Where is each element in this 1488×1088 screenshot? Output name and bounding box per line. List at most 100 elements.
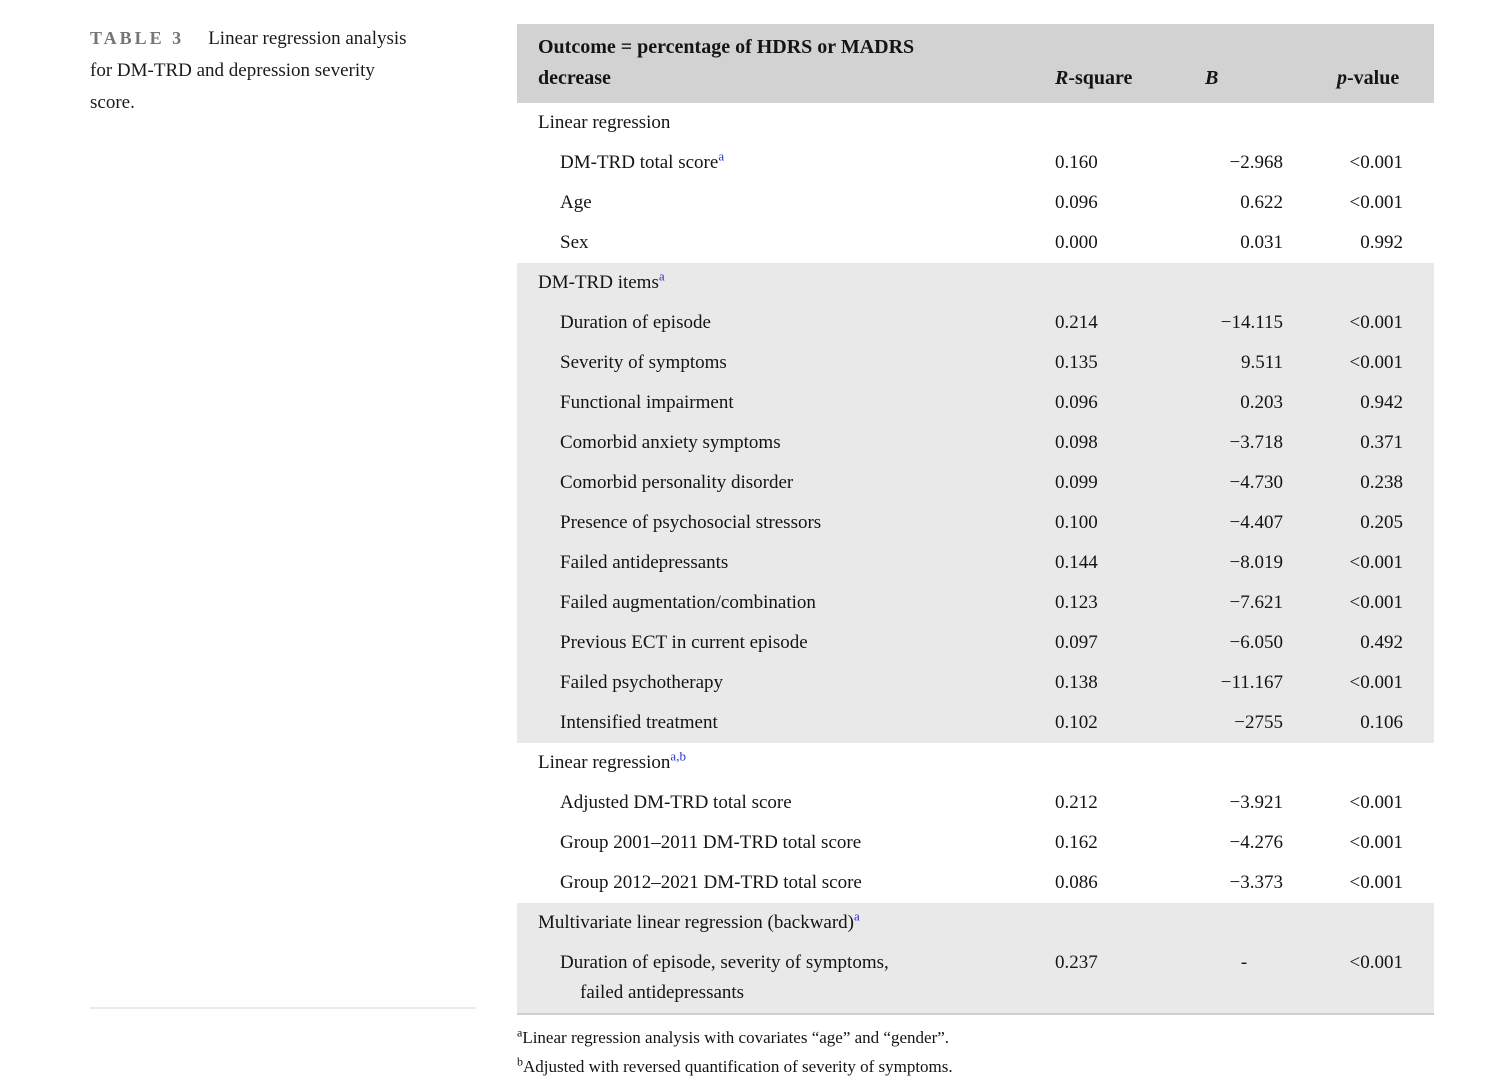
b-value: 0.031 <box>1240 232 1283 253</box>
table-section: Linear regressiona,b Adjusted DM-TRD tota… <box>517 743 1434 903</box>
row-label: DM-TRD total scorea <box>560 148 725 173</box>
table-row: Failed augmentation/combination 0.123 −7.6… <box>517 583 1434 623</box>
r-square-value: 0.098 <box>1055 432 1098 453</box>
table-number-tag: TABLE 3 <box>90 28 185 48</box>
r-square-value: 0.096 <box>1055 392 1098 413</box>
table-row: Group 2012–2021 DM-TRD total score 0.086 −… <box>517 863 1434 903</box>
b-value: −7.621 <box>1229 592 1283 613</box>
row-label: Sex <box>560 232 589 253</box>
row-label-line2: failed antidepressants <box>580 982 745 1003</box>
table-section: DM-TRD itemsa Duration of episode 0.214 −14… <box>517 263 1434 743</box>
r-square-header-rest: -square <box>1068 67 1133 89</box>
row-label: Failed augmentation/combination <box>560 592 816 613</box>
r-square-value: 0.144 <box>1055 552 1098 573</box>
b-value: 0.203 <box>1240 392 1283 413</box>
table-section: Linear regression DM-TRD total scorea 0.16… <box>517 103 1434 263</box>
p-value: <0.001 <box>1349 152 1403 173</box>
row-label: Linear regressiona,b <box>538 748 686 773</box>
table-row: Sex 0.000 0.031 0.992 <box>517 223 1434 263</box>
table-row: Failed antidepressants 0.144 −8.019 <0.001 <box>517 543 1434 583</box>
b-value: −2755 <box>1234 712 1283 733</box>
p-value: <0.001 <box>1349 952 1403 973</box>
r-square-value: 0.162 <box>1055 832 1098 853</box>
row-label: Duration of episode, severity of symptom… <box>517 948 1055 1008</box>
row-label: Functional impairment <box>560 392 734 413</box>
b-value: −3.921 <box>1229 792 1283 813</box>
table-body: Linear regression DM-TRD total scorea 0.16… <box>517 103 1434 1013</box>
table-header-row: Outcome = percentage of HDRS or MADRS de… <box>517 24 1434 103</box>
footnote-text: Linear regression analysis with covariat… <box>522 1028 950 1047</box>
p-value: <0.001 <box>1349 312 1403 333</box>
row-label: Multivariate linear regression (backward… <box>538 908 860 933</box>
outcome-column-header: Outcome = percentage of HDRS or MADRS de… <box>517 32 1055 94</box>
r-square-value: 0.100 <box>1055 512 1098 533</box>
r-square-value: 0.099 <box>1055 472 1098 493</box>
row-label: Failed psychotherapy <box>560 672 724 693</box>
b-value: −2.968 <box>1229 152 1283 173</box>
b-value: −4.730 <box>1229 472 1283 493</box>
r-square-value: 0.123 <box>1055 592 1098 613</box>
p-value: <0.001 <box>1349 832 1403 853</box>
table-row: Age 0.096 0.622 <0.001 <box>517 183 1434 223</box>
b-value: 0.622 <box>1240 192 1283 213</box>
p-value: 0.992 <box>1360 232 1403 253</box>
b-header-italic: B <box>1205 67 1219 89</box>
outcome-header-line1: Outcome = percentage of HDRS or MADRS <box>538 36 915 58</box>
b-value: −3.718 <box>1229 432 1283 453</box>
footnote: bAdjusted with reversed quantification o… <box>517 1052 953 1081</box>
table-row: Group 2001–2011 DM-TRD total score 0.162 −… <box>517 823 1434 863</box>
b-column-header: B <box>1205 63 1337 94</box>
p-value: <0.001 <box>1349 792 1403 813</box>
r-square-value: 0.000 <box>1055 232 1098 253</box>
row-label: Group 2012–2021 DM-TRD total score <box>560 872 862 893</box>
p-value: <0.001 <box>1349 552 1403 573</box>
r-square-value: 0.102 <box>1055 712 1098 733</box>
row-label: Duration of episode <box>560 312 711 333</box>
p-header-italic: p <box>1337 67 1347 89</box>
p-value: 0.942 <box>1360 392 1403 413</box>
footnote-letter: b <box>517 1054 523 1069</box>
r-square-value: 0.160 <box>1055 152 1098 173</box>
r-square-value: 0.097 <box>1055 632 1098 653</box>
b-value: −11.167 <box>1220 672 1283 693</box>
footnote-letter: a <box>517 1025 523 1040</box>
r-square-value: 0.096 <box>1055 192 1098 213</box>
table-row: Duration of episode, severity of symptom… <box>517 943 1434 1013</box>
table-row: Comorbid personality disorder 0.099 −4.730… <box>517 463 1434 503</box>
b-value: −4.407 <box>1229 512 1283 533</box>
table-row: Comorbid anxiety symptoms 0.098 −3.718 0.37… <box>517 423 1434 463</box>
row-label: DM-TRD itemsa <box>538 268 665 293</box>
caption-column-divider <box>90 1007 476 1009</box>
row-label: Comorbid personality disorder <box>560 472 794 493</box>
b-value: −4.276 <box>1229 832 1283 853</box>
b-value: - <box>1240 952 1248 973</box>
footnote-text: Adjusted with reversed quantification of… <box>523 1057 953 1076</box>
row-label: Previous ECT in current episode <box>560 632 808 653</box>
p-value: 0.492 <box>1360 632 1403 653</box>
p-header-rest: -value <box>1347 67 1400 89</box>
row-label: Group 2001–2011 DM-TRD total score <box>560 832 862 853</box>
p-value-column-header: p-value <box>1337 63 1434 94</box>
table-section: Multivariate linear regression (backward… <box>517 903 1434 1013</box>
row-label: Age <box>560 192 592 213</box>
r-square-value: 0.237 <box>1055 952 1098 973</box>
row-label: Adjusted DM-TRD total score <box>560 792 792 813</box>
r-square-value: 0.214 <box>1055 312 1098 333</box>
p-value: 0.371 <box>1360 432 1403 453</box>
footnote: aLinear regression analysis with covaria… <box>517 1023 953 1052</box>
footnote-marker: a <box>854 908 860 924</box>
r-square-value: 0.086 <box>1055 872 1098 893</box>
b-value: 9.511 <box>1240 352 1283 373</box>
row-label: Linear regression <box>538 112 671 133</box>
section-header-row: Linear regression <box>517 103 1434 143</box>
p-value: <0.001 <box>1349 352 1403 373</box>
outcome-header-line2: decrease <box>538 67 611 89</box>
p-value: <0.001 <box>1349 592 1403 613</box>
section-header-row: DM-TRD itemsa <box>517 263 1434 303</box>
p-value: 0.205 <box>1360 512 1403 533</box>
table-row: Presence of psychosocial stressors 0.100 −… <box>517 503 1434 543</box>
footnote-marker: a,b <box>670 748 686 764</box>
section-header-row: Multivariate linear regression (backward… <box>517 903 1434 943</box>
r-square-value: 0.138 <box>1055 672 1098 693</box>
